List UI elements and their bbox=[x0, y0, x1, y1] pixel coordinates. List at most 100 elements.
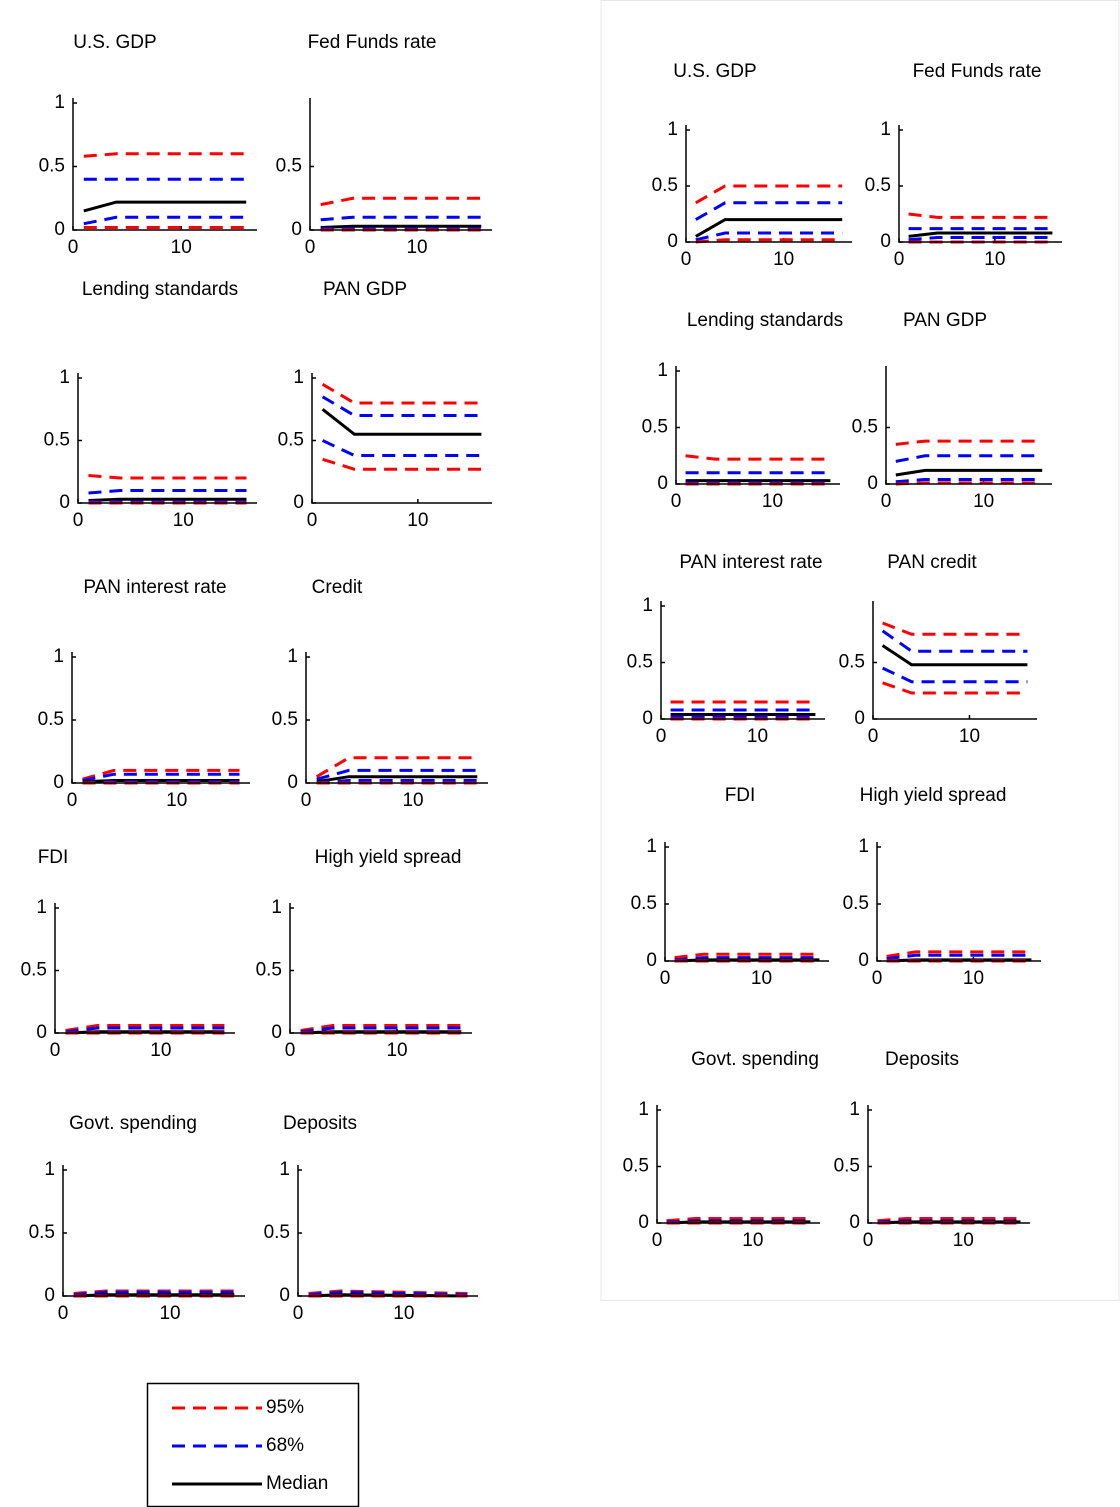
y-tick-label: 0 bbox=[279, 1285, 290, 1306]
y-tick-label: 0.5 bbox=[623, 1156, 649, 1177]
x-tick-label: 10 bbox=[406, 237, 427, 258]
x-tick-label: 0 bbox=[50, 1040, 61, 1061]
y-tick-label: 1 bbox=[849, 1099, 860, 1120]
x-tick-label: 10 bbox=[393, 1303, 414, 1324]
series-line bbox=[83, 152, 247, 158]
y-tick-label: 0.5 bbox=[38, 709, 64, 730]
x-tick-label: 10 bbox=[150, 1040, 171, 1061]
y-tick-label: 1 bbox=[657, 360, 668, 381]
y-tick-label: 0 bbox=[638, 1212, 649, 1233]
y-tick-label: 0.5 bbox=[256, 960, 282, 981]
axes bbox=[664, 842, 829, 962]
series-line bbox=[316, 768, 478, 781]
series-line bbox=[895, 478, 1043, 484]
y-tick-label: 1 bbox=[880, 119, 891, 140]
x-tick-label: 10 bbox=[963, 968, 984, 989]
x-tick-label: 0 bbox=[894, 249, 905, 270]
x-tick-label: 10 bbox=[984, 249, 1005, 270]
y-tick-label: 1 bbox=[667, 119, 678, 140]
legend: 95% 68% Median bbox=[146, 1382, 360, 1507]
subplot-title: High yield spread bbox=[315, 847, 462, 868]
y-tick-label: 0 bbox=[44, 1285, 55, 1306]
y-tick-label: 0 bbox=[53, 772, 64, 793]
subplot-title: Deposits bbox=[885, 1049, 959, 1070]
series-line bbox=[695, 231, 843, 242]
y-tick-label: 0.5 bbox=[276, 156, 302, 177]
axes bbox=[297, 1165, 478, 1297]
subplot-title: Fed Funds rate bbox=[308, 32, 437, 53]
y-tick-label: 1 bbox=[36, 897, 47, 918]
series-line bbox=[308, 1290, 468, 1297]
axes bbox=[675, 366, 840, 485]
axes bbox=[309, 98, 492, 231]
subplot-title: PAN GDP bbox=[323, 279, 407, 300]
subplot-title: Deposits bbox=[283, 1113, 357, 1134]
y-tick-label: 0 bbox=[867, 473, 878, 494]
x-tick-label: 0 bbox=[671, 491, 682, 512]
y-tick-label: 0.5 bbox=[39, 156, 65, 177]
y-tick-label: 0.5 bbox=[652, 175, 678, 196]
subplot-title: Lending standards bbox=[687, 310, 843, 331]
x-tick-label: 0 bbox=[285, 1040, 296, 1061]
series-line bbox=[321, 408, 482, 436]
series-line bbox=[882, 681, 1028, 695]
y-tick-label: 0.5 bbox=[839, 652, 865, 673]
axes bbox=[660, 601, 825, 720]
axes bbox=[656, 1105, 820, 1224]
y-tick-label: 1 bbox=[642, 595, 653, 616]
y-tick-label: 0 bbox=[36, 1022, 47, 1043]
x-tick-label: 0 bbox=[868, 726, 879, 747]
axes bbox=[71, 652, 250, 784]
y-tick-label: 0 bbox=[293, 492, 304, 513]
x-tick-label: 10 bbox=[742, 1230, 763, 1251]
y-tick-label: 0 bbox=[880, 231, 891, 252]
y-tick-label: 1 bbox=[59, 367, 70, 388]
y-tick-label: 0 bbox=[291, 219, 302, 240]
x-tick-label: 0 bbox=[681, 249, 692, 270]
series-line bbox=[73, 1290, 235, 1297]
series-line bbox=[685, 454, 831, 461]
series-line bbox=[908, 231, 1053, 238]
series-line bbox=[908, 212, 1053, 219]
y-tick-label: 0 bbox=[858, 950, 869, 971]
x-tick-label: 0 bbox=[68, 237, 79, 258]
y-tick-label: 0 bbox=[657, 473, 668, 494]
series-line bbox=[88, 474, 247, 480]
y-tick-label: 0 bbox=[849, 1212, 860, 1233]
y-tick-label: 0 bbox=[667, 231, 678, 252]
axes bbox=[305, 652, 488, 784]
subplot-title: Credit bbox=[312, 577, 363, 598]
y-tick-label: 0.5 bbox=[278, 430, 304, 451]
series-line bbox=[83, 200, 247, 213]
axes bbox=[72, 98, 257, 231]
x-tick-label: 0 bbox=[73, 510, 84, 531]
y-tick-label: 1 bbox=[53, 646, 64, 667]
y-tick-label: 1 bbox=[279, 1159, 290, 1180]
axes bbox=[885, 366, 1052, 485]
x-tick-label: 0 bbox=[863, 1230, 874, 1251]
series-line bbox=[695, 184, 843, 205]
y-tick-label: 0 bbox=[59, 492, 70, 513]
subplot: PAN credit 0 0.5 0 10 bbox=[839, 552, 1037, 747]
series-line bbox=[895, 439, 1043, 446]
y-tick-label: 0 bbox=[54, 219, 65, 240]
subplot-title: PAN interest rate bbox=[679, 552, 822, 573]
series-line bbox=[300, 1026, 462, 1034]
y-tick-label: 0.5 bbox=[21, 960, 47, 981]
y-tick-label: 0 bbox=[854, 708, 865, 729]
axes bbox=[867, 1105, 1030, 1224]
y-tick-label: 0.5 bbox=[44, 430, 70, 451]
series-line bbox=[83, 215, 247, 226]
subplot: PAN GDP 0 0.5 0 10 bbox=[852, 310, 1052, 512]
